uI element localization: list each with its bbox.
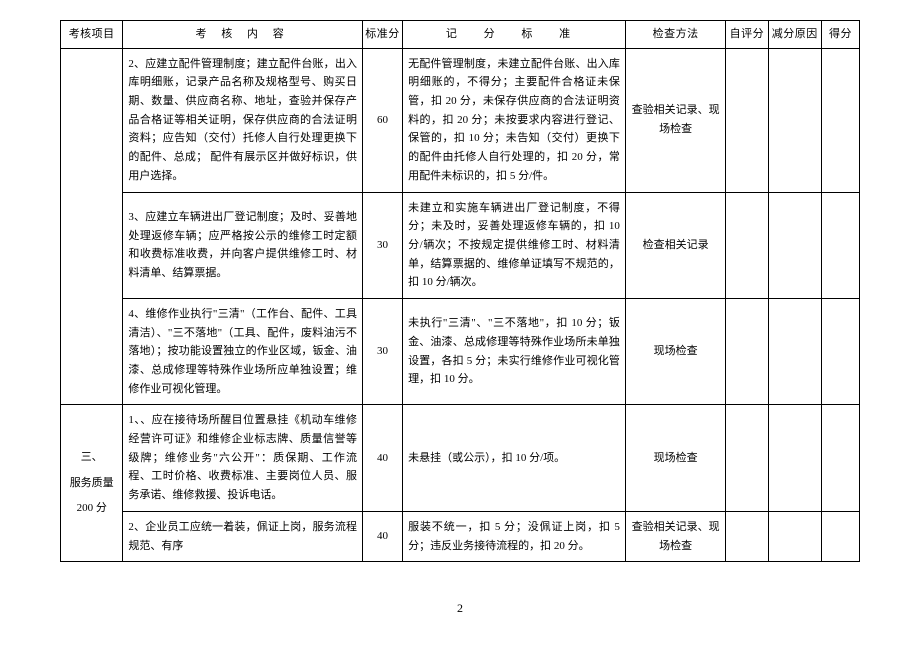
hdr-self: 自评分 <box>726 21 768 49</box>
content-cell: 2、应建立配件管理制度；建立配件台账，出入库明细账，记录产品名称及规格型号、购买… <box>123 48 363 192</box>
page-number: 2 <box>60 598 860 618</box>
self-cell <box>726 298 768 404</box>
hdr-content: 考 核 内 容 <box>123 21 363 49</box>
score-cell <box>822 298 860 404</box>
reason-cell <box>768 298 821 404</box>
criteria-cell: 服装不统一，扣 5 分；没佩证上岗，扣 5 分；违反业务接待流程的，扣 20 分… <box>403 511 626 561</box>
content-cell: 3、应建立车辆进出厂登记制度；及时、妥善地处理返修车辆；应严格按公示的维修工时定… <box>123 192 363 298</box>
self-cell <box>726 405 768 511</box>
self-cell <box>726 48 768 192</box>
table-row: 4、维修作业执行"三清"（工作台、配件、工具清洁）、"三不落地"（工具、配件，废… <box>61 298 860 404</box>
criteria-cell: 未悬挂（或公示），扣 10 分/项。 <box>403 405 626 511</box>
hdr-method: 检查方法 <box>625 21 725 49</box>
std-cell: 40 <box>362 511 402 561</box>
header-row: 考核项目 考 核 内 容 标准分 记 分 标 准 检查方法 自评分 减分原因 得… <box>61 21 860 49</box>
score-cell <box>822 192 860 298</box>
criteria-cell: 无配件管理制度，未建立配件台账、出入库明细账的，不得分；主要配件合格证未保管，扣… <box>403 48 626 192</box>
std-cell: 30 <box>362 192 402 298</box>
self-cell <box>726 511 768 561</box>
method-cell: 现场检查 <box>625 405 725 511</box>
table-row: 2、企业员工应统一着装，佩证上岗，服务流程规范、有序 40 服装不统一，扣 5 … <box>61 511 860 561</box>
assessment-table: 考核项目 考 核 内 容 标准分 记 分 标 准 检查方法 自评分 减分原因 得… <box>60 20 860 562</box>
score-cell <box>822 48 860 192</box>
content-cell: 4、维修作业执行"三清"（工作台、配件、工具清洁）、"三不落地"（工具、配件，废… <box>123 298 363 404</box>
score-cell <box>822 405 860 511</box>
section-line2: 服务质量 <box>66 471 117 496</box>
content-cell: 1、、应在接待场所醒目位置悬挂《机动车维修经营许可证》和维修企业标志牌、质量信誉… <box>123 405 363 511</box>
std-cell: 60 <box>362 48 402 192</box>
content-cell: 2、企业员工应统一着装，佩证上岗，服务流程规范、有序 <box>123 511 363 561</box>
std-cell: 40 <box>362 405 402 511</box>
reason-cell <box>768 405 821 511</box>
method-cell: 检查相关记录 <box>625 192 725 298</box>
hdr-criteria: 记 分 标 准 <box>403 21 626 49</box>
reason-cell <box>768 48 821 192</box>
hdr-std: 标准分 <box>362 21 402 49</box>
criteria-cell: 未建立和实施车辆进出厂登记制度，不得分；未及时，妥善处理返修车辆的，扣 10 分… <box>403 192 626 298</box>
project-cell-section: 三、 服务质量 200 分 <box>61 405 123 562</box>
section-line1: 三、 <box>66 445 117 470</box>
method-cell: 查验相关记录、现场检查 <box>625 511 725 561</box>
reason-cell <box>768 192 821 298</box>
table-row: 三、 服务质量 200 分 1、、应在接待场所醒目位置悬挂《机动车维修经营许可证… <box>61 405 860 511</box>
project-cell-empty <box>61 48 123 405</box>
hdr-score: 得分 <box>822 21 860 49</box>
table-row: 2、应建立配件管理制度；建立配件台账，出入库明细账，记录产品名称及规格型号、购买… <box>61 48 860 192</box>
score-cell <box>822 511 860 561</box>
hdr-reason: 减分原因 <box>768 21 821 49</box>
table-row: 3、应建立车辆进出厂登记制度；及时、妥善地处理返修车辆；应严格按公示的维修工时定… <box>61 192 860 298</box>
method-cell: 现场检查 <box>625 298 725 404</box>
reason-cell <box>768 511 821 561</box>
hdr-project: 考核项目 <box>61 21 123 49</box>
self-cell <box>726 192 768 298</box>
method-cell: 查验相关记录、现场检查 <box>625 48 725 192</box>
criteria-cell: 未执行"三清"、"三不落地"，扣 10 分；钣金、油漆、总成修理等特殊作业场所未… <box>403 298 626 404</box>
section-line3: 200 分 <box>66 496 117 521</box>
std-cell: 30 <box>362 298 402 404</box>
